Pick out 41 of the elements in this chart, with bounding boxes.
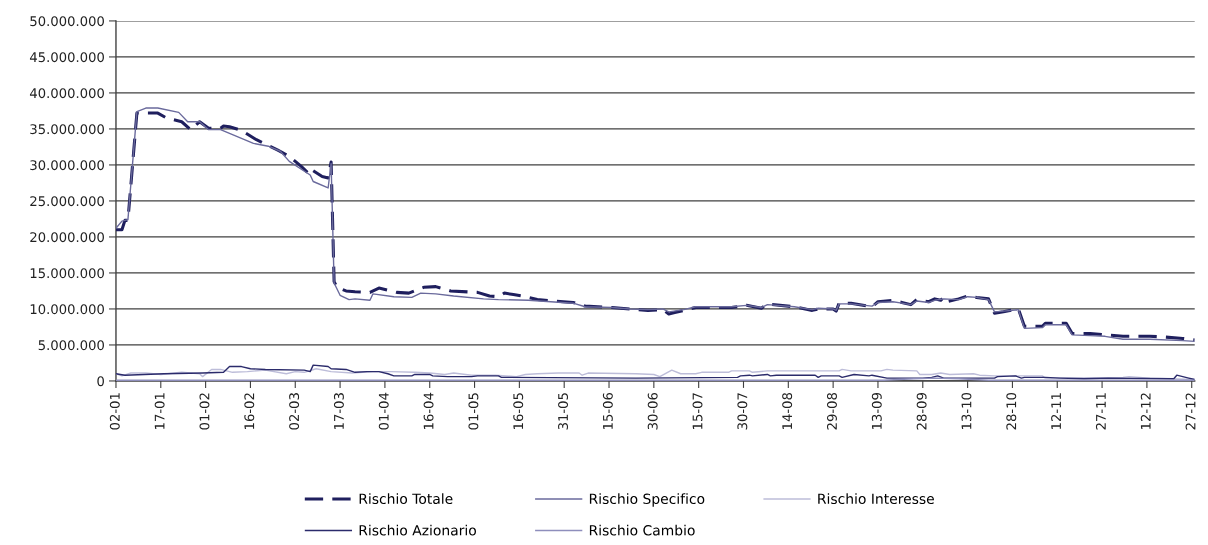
- x-tick-label: 02-01: [109, 393, 120, 430]
- y-tick-label: 10.000.000: [30, 304, 104, 315]
- x-tick-label: 12-12: [1140, 393, 1151, 429]
- x-tick-label: 01-05: [468, 393, 479, 430]
- y-tick-label: 45.000.000: [29, 52, 104, 63]
- legend-label: Rischio Cambio: [589, 524, 695, 536]
- x-tick-label: 30-06: [647, 392, 658, 430]
- x-tick-label: 27-11: [1095, 393, 1106, 430]
- y-tick-label: 30.000.000: [30, 160, 104, 171]
- x-tick-label: 17-01: [154, 393, 165, 429]
- y-tick-label: 0: [97, 376, 104, 387]
- x-tick-label: 01-04: [378, 392, 389, 430]
- x-tick-label: 16-05: [513, 393, 524, 429]
- x-tick-label: 02-03: [289, 393, 300, 430]
- x-tick-label: 17-03: [333, 393, 344, 429]
- x-tick-label: 16-02: [244, 393, 255, 429]
- x-tick-label: 27-12: [1185, 393, 1196, 430]
- legend-label: Rischio Interesse: [818, 493, 934, 505]
- x-tick-label: 31-05: [558, 393, 569, 430]
- x-tick-label: 16-04: [423, 392, 434, 429]
- x-tick-label: 29-08: [826, 392, 837, 430]
- legend-label: Rischio Specifico: [589, 493, 705, 507]
- x-tick-label: 01-02: [199, 393, 210, 430]
- y-tick-label: 15.000.000: [30, 268, 104, 279]
- x-tick-label: 28-09: [916, 392, 927, 430]
- y-tick-label: 35.000.000: [30, 124, 104, 135]
- y-tick-label: 5.000.000: [38, 340, 104, 351]
- y-tick-label: 40.000.000: [29, 88, 104, 99]
- y-tick-label: 25.000.000: [30, 196, 104, 207]
- x-tick-label: 15-07: [692, 393, 703, 429]
- y-tick-label: 50.000.000: [30, 16, 104, 27]
- x-tick-label: 28-10: [1006, 392, 1017, 430]
- x-tick-label: 14-08: [782, 392, 793, 429]
- x-tick-label: 13-10: [961, 392, 972, 429]
- x-tick-label: 30-07: [737, 393, 748, 430]
- x-tick-label: 13-09: [871, 392, 882, 429]
- x-tick-label: 15-06: [602, 392, 613, 429]
- y-tick-label: 20.000.000: [30, 232, 104, 243]
- x-tick-label: 12-11: [1051, 393, 1061, 429]
- legend-label: Rischio Totale: [359, 493, 453, 505]
- legend-label: Rischio Azionario: [359, 524, 476, 536]
